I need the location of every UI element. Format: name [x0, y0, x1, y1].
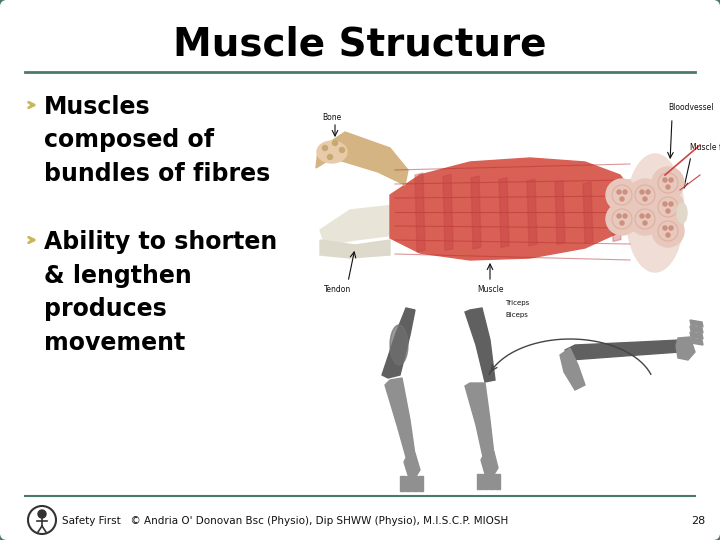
Polygon shape [690, 338, 703, 345]
Circle shape [333, 140, 338, 145]
Polygon shape [382, 308, 415, 378]
Circle shape [663, 226, 667, 230]
Ellipse shape [317, 141, 347, 163]
Polygon shape [611, 184, 621, 241]
Polygon shape [499, 178, 509, 247]
Text: Muscle Structure: Muscle Structure [174, 26, 546, 64]
Polygon shape [676, 337, 695, 360]
Text: Muscles
composed of
bundles of fibres: Muscles composed of bundles of fibres [44, 95, 270, 186]
Circle shape [652, 215, 684, 247]
Circle shape [623, 214, 627, 218]
Text: Ability to shorten
& lengthen
produces
movement: Ability to shorten & lengthen produces m… [44, 230, 277, 354]
Circle shape [617, 214, 621, 218]
Polygon shape [565, 340, 680, 360]
Circle shape [643, 221, 647, 225]
Text: Tendon: Tendon [325, 286, 351, 294]
Text: Biceps: Biceps [505, 312, 528, 318]
Polygon shape [316, 132, 408, 185]
Circle shape [617, 190, 621, 194]
Text: 28: 28 [690, 516, 705, 526]
Circle shape [666, 233, 670, 237]
Circle shape [669, 178, 673, 182]
Circle shape [623, 190, 627, 194]
Circle shape [652, 191, 684, 223]
Polygon shape [489, 474, 494, 489]
Circle shape [38, 510, 46, 518]
Circle shape [606, 179, 638, 211]
Polygon shape [495, 474, 500, 489]
Circle shape [629, 203, 661, 235]
Polygon shape [406, 476, 411, 491]
Polygon shape [471, 176, 481, 249]
Circle shape [652, 167, 684, 199]
Ellipse shape [677, 203, 687, 223]
Circle shape [643, 197, 647, 201]
Text: Muscle fiber: Muscle fiber [690, 144, 720, 152]
Circle shape [663, 178, 667, 182]
Polygon shape [385, 378, 415, 457]
Circle shape [328, 154, 333, 159]
Polygon shape [483, 474, 488, 489]
Polygon shape [465, 383, 494, 457]
Polygon shape [415, 173, 425, 252]
Circle shape [606, 203, 638, 235]
Circle shape [640, 190, 644, 194]
Text: Bloodvessel: Bloodvessel [668, 104, 714, 112]
Polygon shape [404, 453, 420, 478]
Polygon shape [690, 332, 703, 339]
Text: Triceps: Triceps [505, 300, 529, 306]
Polygon shape [465, 308, 495, 382]
Circle shape [646, 214, 650, 218]
Polygon shape [690, 320, 703, 327]
Polygon shape [390, 158, 635, 260]
Polygon shape [443, 174, 453, 251]
Polygon shape [690, 326, 703, 333]
Circle shape [669, 226, 673, 230]
Text: Safety First   © Andria O' Donovan Bsc (Physio), Dip SHWW (Physio), M.I.S.C.P. M: Safety First © Andria O' Donovan Bsc (Ph… [62, 516, 508, 526]
Circle shape [666, 185, 670, 189]
Polygon shape [320, 205, 395, 245]
Circle shape [666, 209, 670, 213]
Polygon shape [583, 182, 593, 243]
Polygon shape [418, 476, 423, 491]
Polygon shape [527, 179, 537, 246]
Circle shape [663, 202, 667, 206]
Text: Bone: Bone [322, 113, 341, 123]
Circle shape [669, 202, 673, 206]
Ellipse shape [390, 325, 408, 365]
Polygon shape [320, 240, 390, 258]
Ellipse shape [626, 154, 684, 272]
Circle shape [620, 197, 624, 201]
Circle shape [323, 145, 328, 151]
Circle shape [620, 221, 624, 225]
Polygon shape [560, 348, 585, 390]
Circle shape [640, 214, 644, 218]
Polygon shape [400, 476, 405, 491]
Polygon shape [412, 476, 417, 491]
Circle shape [646, 190, 650, 194]
Polygon shape [555, 180, 565, 245]
Circle shape [629, 179, 661, 211]
Polygon shape [477, 474, 482, 489]
Polygon shape [481, 452, 498, 476]
Circle shape [340, 147, 344, 152]
Text: Muscle: Muscle [477, 286, 503, 294]
